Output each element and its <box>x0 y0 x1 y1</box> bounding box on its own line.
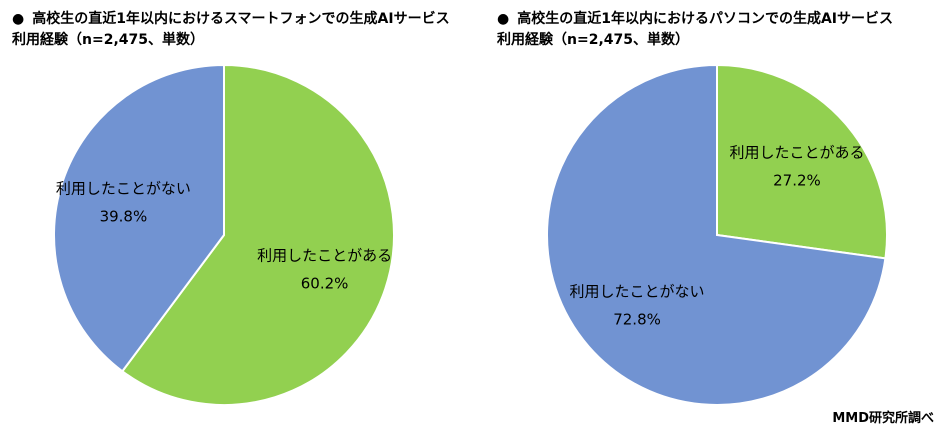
chart-title: ● 高校生の直近1年以内におけるスマートフォンでの生成AIサービス 利用経験（n=… <box>12 9 450 51</box>
slice-value-label: 60.2% <box>301 274 349 292</box>
slice-category-label: 利用したことがない <box>56 180 191 198</box>
slice-value-label: 72.8% <box>613 311 661 329</box>
chart-title-line-2: 利用経験（n=2,475、単数） <box>12 32 204 48</box>
chart-title-text: 高校生の直近1年以内におけるスマートフォンでの生成AIサービス <box>32 11 450 27</box>
chart-panel-smartphone: ● 高校生の直近1年以内におけるスマートフォンでの生成AIサービス 利用経験（n=… <box>12 9 450 406</box>
slice-category-label: 利用したことがない <box>570 283 705 301</box>
pie-slice-not-used <box>53 63 225 373</box>
chart-panel-pc: ● 高校生の直近1年以内におけるパソコンでの生成AIサービス 利用経験（n=2,4… <box>485 0 950 435</box>
chart-title-line-1: ● 高校生の直近1年以内におけるスマートフォンでの生成AIサービス <box>12 9 450 30</box>
chart-title-line-1: ● 高校生の直近1年以内におけるパソコンでの生成AIサービス <box>497 9 893 30</box>
slice-value-label: 39.8% <box>100 208 148 226</box>
slice-value-label: 27.2% <box>773 171 821 189</box>
pie-chart-smartphone: 利用したことがある 60.2% 利用したことがない 39.8% <box>53 63 395 406</box>
bullet-icon: ● <box>12 11 25 27</box>
pie-slice-used <box>716 63 888 260</box>
slice-category-label: 利用したことがある <box>729 143 864 161</box>
chart-title-text: 高校生の直近1年以内におけるパソコンでの生成AIサービス <box>517 11 894 27</box>
slice-category-label: 利用したことがある <box>257 246 392 264</box>
pie-slice-not-used <box>546 63 887 406</box>
bullet-icon: ● <box>497 11 510 27</box>
chart-title-line-2: 利用経験（n=2,475、単数） <box>497 32 689 48</box>
pie-slice-used <box>120 63 395 406</box>
pie-chart-pc: 利用したことがある 27.2% 利用したことがない 72.8% <box>546 63 888 406</box>
chart-title: ● 高校生の直近1年以内におけるパソコンでの生成AIサービス 利用経験（n=2,4… <box>497 9 893 51</box>
source-credit: MMD研究所調べ <box>832 411 934 426</box>
